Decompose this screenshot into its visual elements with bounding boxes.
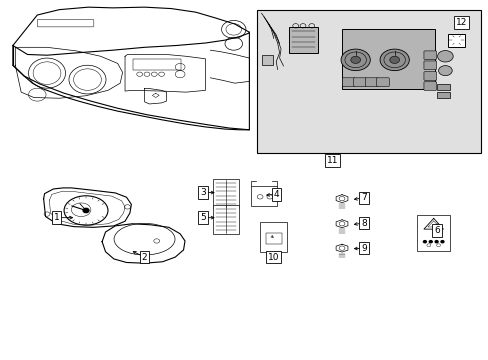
FancyBboxPatch shape <box>341 30 434 89</box>
Text: 11: 11 <box>326 156 337 165</box>
Bar <box>133 59 181 69</box>
Circle shape <box>437 50 452 62</box>
FancyBboxPatch shape <box>256 10 480 153</box>
Text: 4: 4 <box>273 190 279 199</box>
Text: 3: 3 <box>200 188 205 197</box>
Circle shape <box>438 66 451 76</box>
Text: 1: 1 <box>54 213 60 222</box>
FancyBboxPatch shape <box>260 222 287 252</box>
FancyBboxPatch shape <box>289 27 317 53</box>
FancyBboxPatch shape <box>423 72 436 80</box>
FancyBboxPatch shape <box>423 51 436 59</box>
Circle shape <box>350 56 360 63</box>
Circle shape <box>434 240 437 243</box>
FancyBboxPatch shape <box>436 84 449 90</box>
Circle shape <box>83 208 89 213</box>
Circle shape <box>340 49 369 71</box>
FancyBboxPatch shape <box>416 215 449 251</box>
Text: 8: 8 <box>360 219 366 228</box>
FancyBboxPatch shape <box>365 78 377 86</box>
FancyBboxPatch shape <box>423 82 436 90</box>
Circle shape <box>440 240 443 243</box>
FancyBboxPatch shape <box>376 78 388 86</box>
Text: 2: 2 <box>142 253 147 262</box>
FancyBboxPatch shape <box>342 78 354 86</box>
Text: 12: 12 <box>455 18 466 27</box>
Circle shape <box>428 240 431 243</box>
Text: 6: 6 <box>433 226 439 235</box>
FancyBboxPatch shape <box>213 205 238 234</box>
FancyBboxPatch shape <box>251 186 276 206</box>
Circle shape <box>389 56 399 63</box>
Circle shape <box>379 49 408 71</box>
FancyBboxPatch shape <box>262 55 272 65</box>
Text: 7: 7 <box>360 193 366 202</box>
Text: 9: 9 <box>360 244 366 253</box>
FancyBboxPatch shape <box>423 61 436 69</box>
Text: 10: 10 <box>267 253 279 262</box>
FancyBboxPatch shape <box>436 92 449 98</box>
Text: 5: 5 <box>200 213 205 222</box>
FancyBboxPatch shape <box>213 179 238 208</box>
Bar <box>265 233 281 244</box>
FancyBboxPatch shape <box>353 78 366 86</box>
FancyBboxPatch shape <box>447 35 465 46</box>
Circle shape <box>423 240 426 243</box>
